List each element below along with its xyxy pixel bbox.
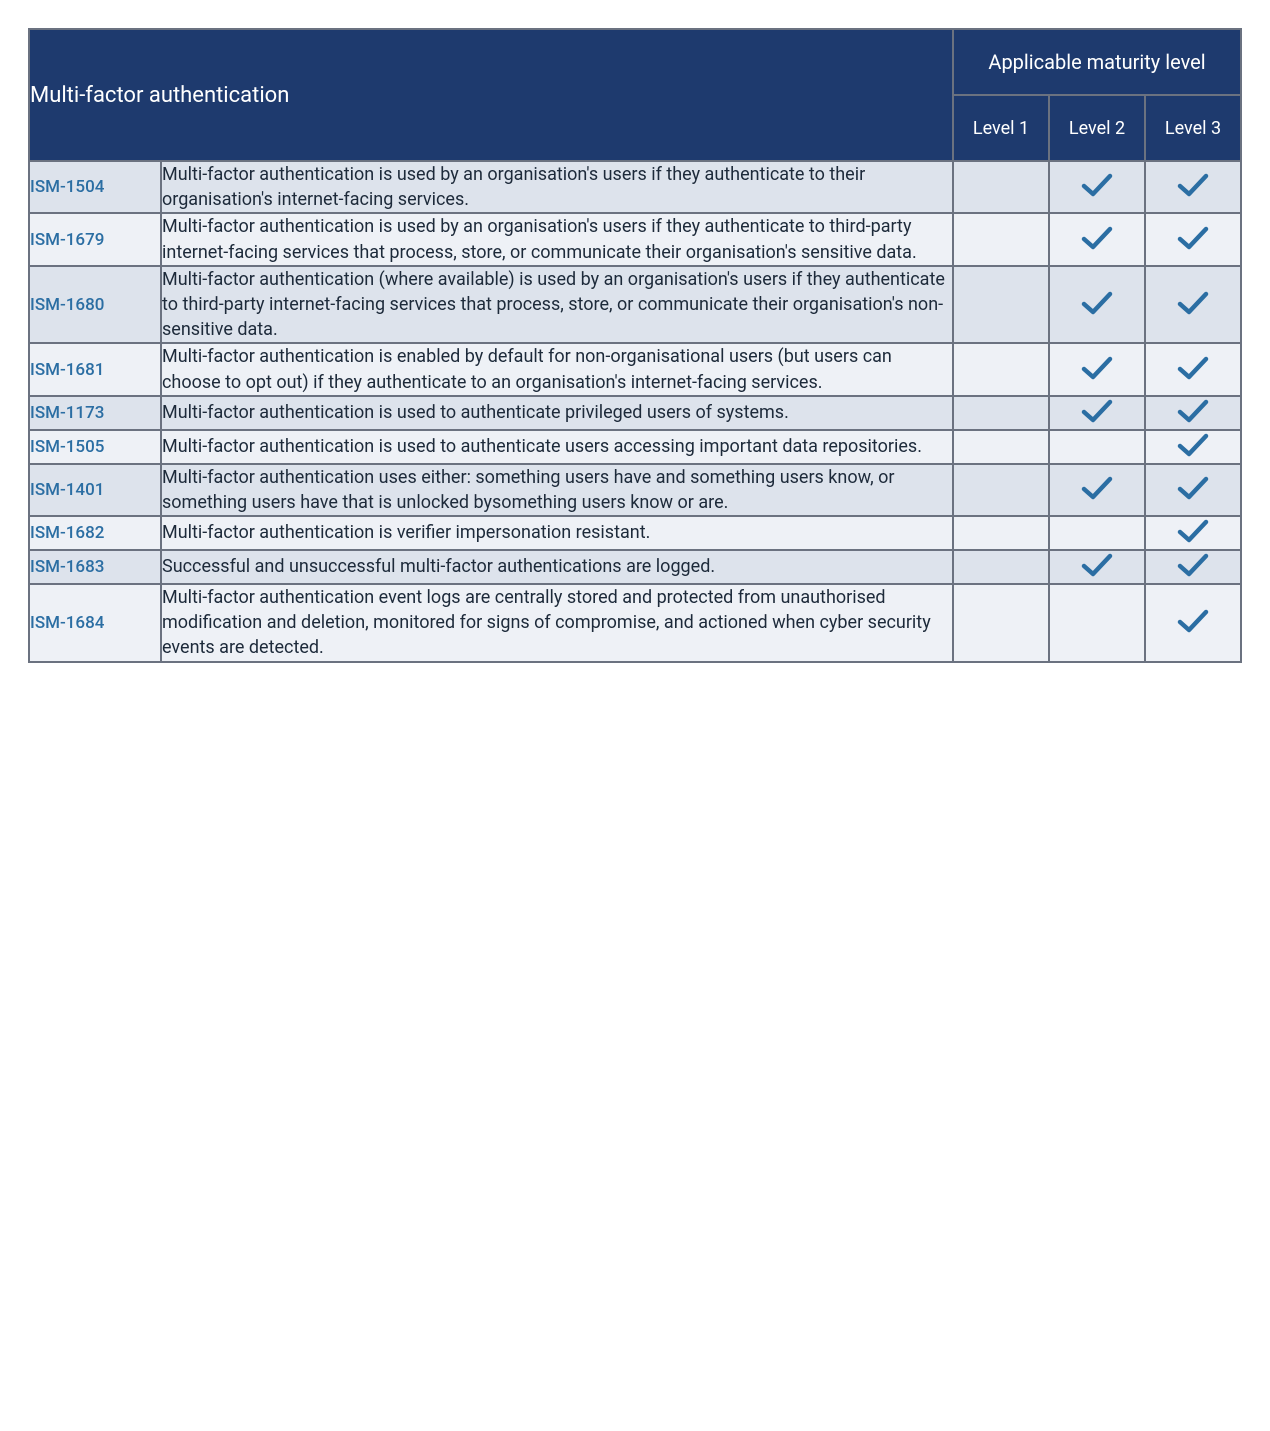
check-icon — [1176, 551, 1210, 579]
control-id-link[interactable]: ISM-1504 — [30, 177, 104, 197]
level-1-cell — [954, 397, 1048, 429]
control-description: Multi-factor authentication is used to a… — [162, 431, 952, 463]
control-id-cell: ISM-1680 — [30, 267, 160, 343]
control-id-cell: ISM-1401 — [30, 465, 160, 515]
check-icon — [1080, 551, 1114, 579]
applicable-maturity-header: Applicable maturity level — [954, 30, 1240, 94]
level-3-cell — [1146, 214, 1240, 264]
control-id-link[interactable]: ISM-1680 — [30, 295, 104, 315]
table-row: ISM-1173 Multi-factor authentication is u… — [30, 397, 1240, 429]
table-title: Multi-factor authentication — [30, 30, 952, 160]
control-id-cell: ISM-1679 — [30, 214, 160, 264]
level-1-cell — [954, 465, 1048, 515]
table-row: ISM-1504 Multi-factor authentication is u… — [30, 162, 1240, 212]
control-id-cell: ISM-1683 — [30, 551, 160, 583]
table-row: ISM-1681 Multi-factor authentication is e… — [30, 344, 1240, 394]
table-row: ISM-1683 Successful and unsuccessful mult… — [30, 551, 1240, 583]
control-id-link[interactable]: ISM-1682 — [30, 523, 104, 543]
control-id-link[interactable]: ISM-1401 — [30, 480, 104, 500]
table-row: ISM-1401 Multi-factor authentication uses… — [30, 465, 1240, 515]
level-3-cell — [1146, 517, 1240, 549]
check-icon — [1080, 289, 1114, 317]
control-description: Multi-factor authentication is used by a… — [162, 162, 952, 212]
level-1-header: Level 1 — [954, 96, 1048, 160]
control-description: Multi-factor authentication is used by a… — [162, 214, 952, 264]
level-2-cell — [1050, 517, 1144, 549]
control-id-link[interactable]: ISM-1683 — [30, 557, 104, 577]
level-3-cell — [1146, 551, 1240, 583]
table-row: ISM-1682 Multi-factor authentication is v… — [30, 517, 1240, 549]
table-row: ISM-1684 Multi-factor authentication even… — [30, 585, 1240, 661]
control-description: Multi-factor authentication uses either:… — [162, 465, 952, 515]
check-icon — [1176, 607, 1210, 635]
level-1-cell — [954, 162, 1048, 212]
control-description: Multi-factor authentication event logs a… — [162, 585, 952, 661]
control-id-link[interactable]: ISM-1681 — [30, 360, 104, 380]
level-2-cell — [1050, 551, 1144, 583]
control-id-cell: ISM-1173 — [30, 397, 160, 429]
check-icon — [1176, 474, 1210, 502]
check-icon — [1176, 289, 1210, 317]
check-icon — [1176, 354, 1210, 382]
level-1-cell — [954, 344, 1048, 394]
level-1-cell — [954, 551, 1048, 583]
level-2-cell — [1050, 344, 1144, 394]
level-3-header: Level 3 — [1146, 96, 1240, 160]
level-1-cell — [954, 267, 1048, 343]
check-icon — [1176, 431, 1210, 459]
level-2-cell — [1050, 214, 1144, 264]
check-icon — [1176, 517, 1210, 545]
level-3-cell — [1146, 585, 1240, 661]
control-id-cell: ISM-1684 — [30, 585, 160, 661]
level-2-cell — [1050, 397, 1144, 429]
level-3-cell — [1146, 465, 1240, 515]
level-3-cell — [1146, 431, 1240, 463]
table-row: ISM-1679 Multi-factor authentication is u… — [30, 214, 1240, 264]
check-icon — [1176, 397, 1210, 425]
control-id-link[interactable]: ISM-1173 — [30, 403, 104, 423]
control-id-link[interactable]: ISM-1684 — [30, 613, 104, 633]
level-3-cell — [1146, 397, 1240, 429]
mfa-maturity-table: Multi-factor authentication Applicable m… — [28, 28, 1242, 663]
table-row: ISM-1505 Multi-factor authentication is u… — [30, 431, 1240, 463]
check-icon — [1080, 474, 1114, 502]
level-2-cell — [1050, 267, 1144, 343]
control-id-cell: ISM-1682 — [30, 517, 160, 549]
level-2-cell — [1050, 585, 1144, 661]
level-2-cell — [1050, 465, 1144, 515]
control-description: Successful and unsuccessful multi-factor… — [162, 551, 952, 583]
level-2-cell — [1050, 431, 1144, 463]
check-icon — [1176, 171, 1210, 199]
level-3-cell — [1146, 162, 1240, 212]
control-description: Multi-factor authentication (where avail… — [162, 267, 952, 343]
control-description: Multi-factor authentication is verifier … — [162, 517, 952, 549]
level-3-cell — [1146, 344, 1240, 394]
table-row: ISM-1680 Multi-factor authentication (whe… — [30, 267, 1240, 343]
check-icon — [1080, 354, 1114, 382]
control-id-cell: ISM-1681 — [30, 344, 160, 394]
control-description: Multi-factor authentication is enabled b… — [162, 344, 952, 394]
level-1-cell — [954, 431, 1048, 463]
control-id-cell: ISM-1504 — [30, 162, 160, 212]
table-body: ISM-1504 Multi-factor authentication is u… — [30, 162, 1240, 661]
level-2-cell — [1050, 162, 1144, 212]
control-description: Multi-factor authentication is used to a… — [162, 397, 952, 429]
level-2-header: Level 2 — [1050, 96, 1144, 160]
control-id-link[interactable]: ISM-1505 — [30, 437, 104, 457]
level-3-cell — [1146, 267, 1240, 343]
level-1-cell — [954, 214, 1048, 264]
check-icon — [1176, 224, 1210, 252]
check-icon — [1080, 171, 1114, 199]
check-icon — [1080, 224, 1114, 252]
level-1-cell — [954, 585, 1048, 661]
check-icon — [1080, 397, 1114, 425]
control-id-cell: ISM-1505 — [30, 431, 160, 463]
control-id-link[interactable]: ISM-1679 — [30, 230, 104, 250]
level-1-cell — [954, 517, 1048, 549]
